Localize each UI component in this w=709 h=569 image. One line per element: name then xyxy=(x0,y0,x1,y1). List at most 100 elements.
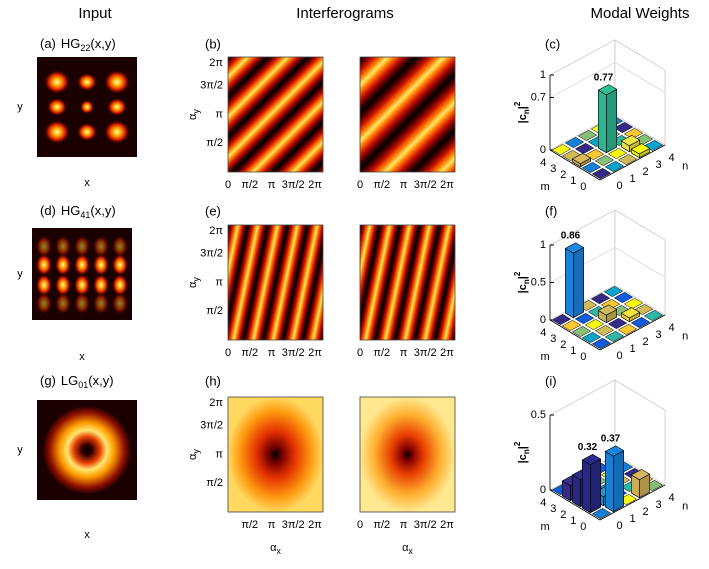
z-tick-label: 1 xyxy=(540,239,546,251)
axis-label: x xyxy=(84,529,90,541)
column-header: Interferograms xyxy=(296,5,394,22)
x-tick-label: π/2 xyxy=(241,179,258,191)
value-label: 0.37 xyxy=(601,434,621,445)
interferogram xyxy=(360,225,455,340)
m-tick-label: 0 xyxy=(580,181,586,193)
figure: Input Interferograms Modal Weights (a)HG… xyxy=(0,0,709,569)
label-part: |c xyxy=(517,454,529,463)
mode-args: (x,y) xyxy=(90,36,115,51)
n-tick-label: 2 xyxy=(642,506,648,518)
panel-tag: (h) xyxy=(205,373,221,388)
label-part: |c xyxy=(517,284,529,293)
z-tick-label: 0.5 xyxy=(531,276,546,288)
m-tick-label: 2 xyxy=(560,509,566,521)
beam-lobe xyxy=(44,120,70,144)
x-tick-label: π xyxy=(268,519,276,531)
axis-label: y xyxy=(17,101,23,113)
m-tick-label: 3 xyxy=(550,333,556,345)
y-tick-label: 3π/2 xyxy=(200,420,223,432)
axis-label: n xyxy=(682,330,688,342)
y-tick-label: 2π xyxy=(209,397,223,409)
x-tick-label: 0 xyxy=(357,519,363,531)
n-tick-label: 0 xyxy=(616,180,622,192)
axis-label: αx xyxy=(402,542,413,556)
bar-side-shade xyxy=(613,451,623,512)
beam-lobe xyxy=(36,254,52,276)
interferogram xyxy=(228,397,323,512)
bar xyxy=(582,454,600,512)
panel-tag: (e) xyxy=(205,203,221,218)
mode-index: 01 xyxy=(78,380,88,390)
interferogram xyxy=(228,57,323,172)
x-tick-label: 3π/2 xyxy=(414,179,437,191)
bar-side-shade xyxy=(606,89,616,152)
label-superscript: 2 xyxy=(513,441,522,446)
n-tick-label: 0 xyxy=(616,350,622,362)
n-tick-label: 2 xyxy=(642,336,648,348)
interferogram xyxy=(360,397,455,512)
panel-tag: (b) xyxy=(205,36,221,51)
axis-label: αy xyxy=(187,277,201,288)
axis-label: |cn|2 xyxy=(513,101,531,123)
x-tick-label: π/2 xyxy=(241,347,258,359)
n-tick-label: 3 xyxy=(655,329,661,341)
n-tick-label: 0 xyxy=(616,520,622,532)
m-tick-label: 4 xyxy=(540,497,546,509)
axis-label: |cn|2 xyxy=(513,441,531,463)
n-tick-label: 3 xyxy=(655,159,661,171)
beam-lobe xyxy=(104,70,130,94)
beam-lobe xyxy=(55,292,71,314)
label-subscript: x xyxy=(276,546,281,556)
panel-tag: (a) xyxy=(40,36,56,51)
y-tick-label: 3π/2 xyxy=(200,248,223,260)
beam-lobe xyxy=(36,292,52,314)
input-label: (g)LG01(x,y) xyxy=(40,373,114,390)
z-tick-label: 1 xyxy=(540,69,546,81)
axis-label: n xyxy=(682,160,688,172)
bar-front-shade xyxy=(572,475,580,507)
axis-label: n xyxy=(682,500,688,512)
beam-lobe xyxy=(74,292,90,314)
x-tick-label: 0 xyxy=(357,347,363,359)
beam-ring xyxy=(43,406,131,494)
label-subscript: y xyxy=(191,109,201,114)
bar-front-shade xyxy=(582,460,590,513)
m-tick-label: 0 xyxy=(580,521,586,533)
bar xyxy=(565,243,583,318)
mode-args: (x,y) xyxy=(90,203,115,218)
x-tick-label: 3π/2 xyxy=(414,519,437,531)
x-tick-label: 3π/2 xyxy=(282,347,305,359)
bar-front-shade xyxy=(598,90,606,153)
mode-index: 22 xyxy=(80,43,90,53)
y-tick-label: π/2 xyxy=(206,305,223,317)
value-label: 0.77 xyxy=(594,72,614,83)
axis-label: m xyxy=(541,521,550,533)
column-header: Input xyxy=(78,5,112,22)
bar xyxy=(598,85,616,153)
beam-lobe xyxy=(112,292,128,314)
beam-lobe xyxy=(44,70,70,94)
x-tick-label: π xyxy=(400,347,408,359)
x-tick-label: 2π xyxy=(440,179,454,191)
z-tick-label: 0 xyxy=(540,314,546,326)
mode-index: 41 xyxy=(80,210,90,220)
bar-side-shade xyxy=(590,459,600,513)
axis-label: αx xyxy=(270,542,281,556)
beam-lobe xyxy=(77,123,97,141)
label-superscript: 2 xyxy=(513,271,522,276)
x-tick-label: 2π xyxy=(440,347,454,359)
m-tick-label: 3 xyxy=(550,503,556,515)
label-subscript: y xyxy=(191,449,201,454)
y-tick-label: π xyxy=(215,276,223,288)
x-tick-label: 3π/2 xyxy=(282,519,305,531)
mode-name: HG xyxy=(61,36,81,51)
m-tick-label: 1 xyxy=(570,345,576,357)
n-tick-label: 1 xyxy=(629,343,635,355)
axis-label: αy xyxy=(187,109,201,120)
beam-lobe xyxy=(93,292,109,314)
panel-tag: (c) xyxy=(545,36,560,51)
bar-front-shade xyxy=(605,451,613,511)
m-tick-label: 4 xyxy=(540,327,546,339)
mode-name: HG xyxy=(61,203,81,218)
x-tick-label: π xyxy=(400,179,408,191)
